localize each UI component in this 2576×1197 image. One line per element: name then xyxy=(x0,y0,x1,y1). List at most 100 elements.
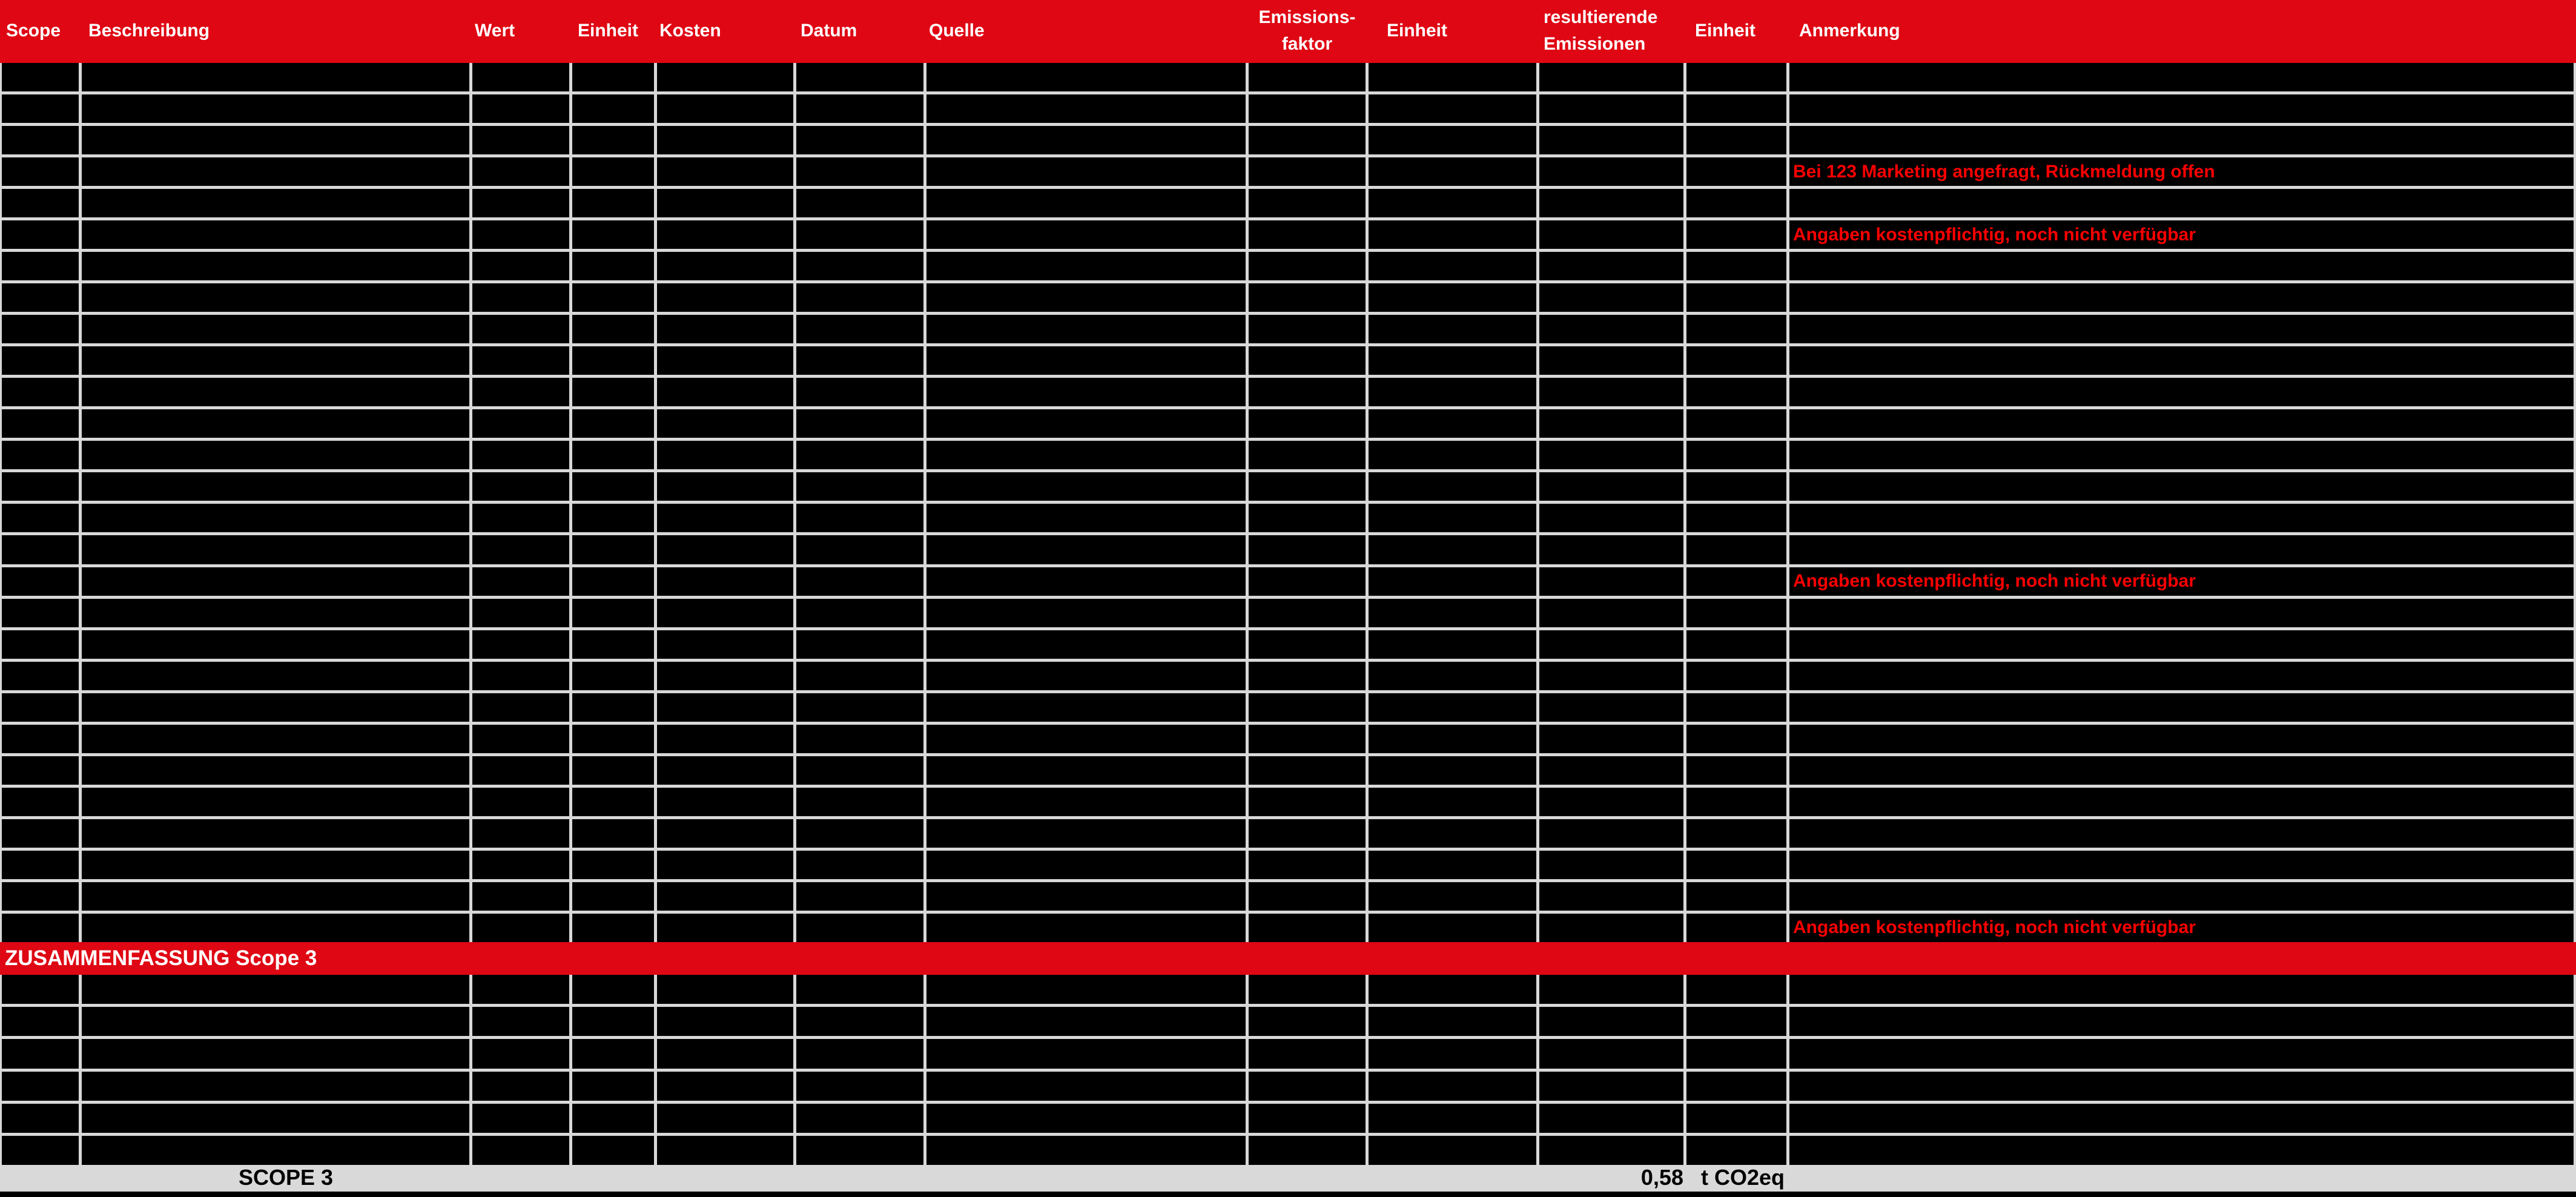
cell-quelle[interactable] xyxy=(926,1135,1246,1166)
cell-datum[interactable] xyxy=(796,850,923,879)
cell-kosten[interactable] xyxy=(657,913,793,942)
cell-wert[interactable] xyxy=(472,409,569,438)
cell-quelle[interactable] xyxy=(926,693,1246,722)
cell-anmerkung[interactable] xyxy=(1789,1007,2574,1037)
cell-resultierende-emissionen[interactable] xyxy=(1539,756,1683,785)
cell-beschreibung[interactable] xyxy=(82,1039,469,1069)
cell-emissionsfaktor[interactable] xyxy=(1249,220,1366,249)
cell-datum[interactable] xyxy=(796,913,923,942)
cell-wert[interactable] xyxy=(472,819,569,848)
cell-einheit-3[interactable] xyxy=(1686,1135,1786,1166)
cell-einheit-3[interactable] xyxy=(1686,504,1786,533)
cell-wert[interactable] xyxy=(472,378,569,407)
cell-kosten[interactable] xyxy=(657,787,793,816)
cell-einheit-3[interactable] xyxy=(1686,913,1786,942)
cell-resultierende-emissionen[interactable] xyxy=(1539,409,1683,438)
cell-beschreibung[interactable] xyxy=(82,693,469,722)
cell-beschreibung[interactable] xyxy=(82,882,469,911)
cell-resultierende-emissionen[interactable] xyxy=(1539,693,1683,722)
cell-einheit-3[interactable] xyxy=(1686,472,1786,501)
cell-datum[interactable] xyxy=(796,409,923,438)
cell-quelle[interactable] xyxy=(926,913,1246,942)
cell-quelle[interactable] xyxy=(926,598,1246,627)
cell-emissionsfaktor[interactable] xyxy=(1249,850,1366,879)
cell-einheit-3[interactable] xyxy=(1686,693,1786,722)
cell-emissionsfaktor[interactable] xyxy=(1249,1071,1366,1101)
cell-einheit-2[interactable] xyxy=(1369,157,1536,186)
cell-einheit-1[interactable] xyxy=(572,787,654,816)
cell-einheit-2[interactable] xyxy=(1369,787,1536,816)
cell-beschreibung[interactable] xyxy=(82,220,469,249)
cell-kosten[interactable] xyxy=(657,346,793,375)
cell-einheit-1[interactable] xyxy=(572,472,654,501)
cell-anmerkung[interactable] xyxy=(1789,1039,2574,1069)
cell-anmerkung[interactable] xyxy=(1789,535,2574,564)
cell-einheit-2[interactable] xyxy=(1369,661,1536,690)
cell-resultierende-emissionen[interactable] xyxy=(1539,472,1683,501)
cell-wert[interactable] xyxy=(472,850,569,879)
cell-einheit-1[interactable] xyxy=(572,567,654,596)
cell-einheit-2[interactable] xyxy=(1369,441,1536,470)
cell-wert[interactable] xyxy=(472,189,569,218)
cell-einheit-2[interactable] xyxy=(1369,975,1536,1004)
cell-scope[interactable] xyxy=(2,598,79,627)
cell-einheit-2[interactable] xyxy=(1369,630,1536,659)
cell-einheit-1[interactable] xyxy=(572,913,654,942)
cell-beschreibung[interactable] xyxy=(82,819,469,848)
cell-emissionsfaktor[interactable] xyxy=(1249,1135,1366,1166)
cell-scope[interactable] xyxy=(2,975,79,1004)
cell-scope[interactable] xyxy=(2,126,79,155)
cell-emissionsfaktor[interactable] xyxy=(1249,535,1366,564)
cell-einheit-2[interactable] xyxy=(1369,567,1536,596)
cell-einheit-2[interactable] xyxy=(1369,252,1536,281)
cell-scope[interactable] xyxy=(2,882,79,911)
cell-datum[interactable] xyxy=(796,598,923,627)
cell-einheit-3[interactable] xyxy=(1686,787,1786,816)
cell-scope[interactable] xyxy=(2,220,79,249)
cell-resultierende-emissionen[interactable] xyxy=(1539,882,1683,911)
cell-kosten[interactable] xyxy=(657,1007,793,1037)
cell-einheit-3[interactable] xyxy=(1686,409,1786,438)
cell-beschreibung[interactable] xyxy=(82,787,469,816)
cell-einheit-2[interactable] xyxy=(1369,1039,1536,1069)
cell-kosten[interactable] xyxy=(657,756,793,785)
cell-anmerkung[interactable] xyxy=(1789,315,2574,344)
cell-resultierende-emissionen[interactable] xyxy=(1539,252,1683,281)
cell-einheit-1[interactable] xyxy=(572,441,654,470)
cell-kosten[interactable] xyxy=(657,724,793,753)
cell-scope[interactable] xyxy=(2,724,79,753)
cell-resultierende-emissionen[interactable] xyxy=(1539,1103,1683,1133)
cell-einheit-2[interactable] xyxy=(1369,819,1536,848)
cell-emissionsfaktor[interactable] xyxy=(1249,882,1366,911)
cell-beschreibung[interactable] xyxy=(82,535,469,564)
cell-emissionsfaktor[interactable] xyxy=(1249,1007,1366,1037)
cell-beschreibung[interactable] xyxy=(82,252,469,281)
cell-emissionsfaktor[interactable] xyxy=(1249,409,1366,438)
cell-datum[interactable] xyxy=(796,756,923,785)
cell-scope[interactable] xyxy=(2,1135,79,1166)
cell-scope[interactable] xyxy=(2,504,79,533)
cell-einheit-2[interactable] xyxy=(1369,346,1536,375)
cell-emissionsfaktor[interactable] xyxy=(1249,472,1366,501)
cell-anmerkung[interactable] xyxy=(1789,724,2574,753)
cell-resultierende-emissionen[interactable] xyxy=(1539,1007,1683,1037)
cell-einheit-1[interactable] xyxy=(572,378,654,407)
cell-einheit-2[interactable] xyxy=(1369,126,1536,155)
cell-einheit-3[interactable] xyxy=(1686,850,1786,879)
cell-datum[interactable] xyxy=(796,346,923,375)
cell-scope[interactable] xyxy=(2,567,79,596)
cell-resultierende-emissionen[interactable] xyxy=(1539,598,1683,627)
cell-einheit-3[interactable] xyxy=(1686,283,1786,312)
cell-anmerkung[interactable] xyxy=(1789,283,2574,312)
cell-einheit-1[interactable] xyxy=(572,157,654,186)
cell-einheit-1[interactable] xyxy=(572,819,654,848)
cell-beschreibung[interactable] xyxy=(82,504,469,533)
cell-scope[interactable] xyxy=(2,1039,79,1069)
cell-resultierende-emissionen[interactable] xyxy=(1539,220,1683,249)
cell-beschreibung[interactable] xyxy=(82,63,469,92)
cell-einheit-3[interactable] xyxy=(1686,661,1786,690)
cell-resultierende-emissionen[interactable] xyxy=(1539,975,1683,1004)
cell-einheit-3[interactable] xyxy=(1686,1039,1786,1069)
cell-einheit-3[interactable] xyxy=(1686,220,1786,249)
cell-einheit-1[interactable] xyxy=(572,252,654,281)
